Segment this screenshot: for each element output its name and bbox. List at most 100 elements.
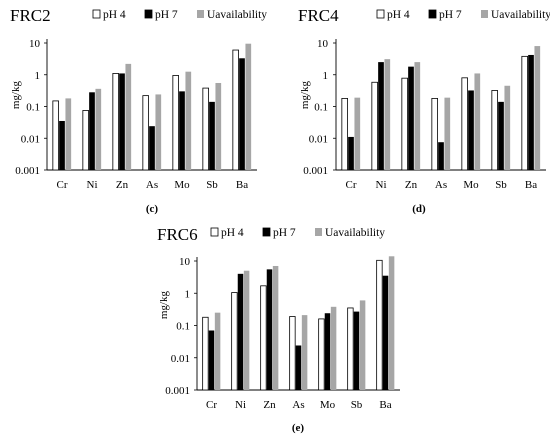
bar-ni-1 — [237, 273, 244, 390]
legend-swatch-0 — [376, 9, 385, 19]
bar-cr-0 — [202, 316, 209, 391]
chart-panel-c: FRC2 pH 4 pH 7 Uavailability mg/kg 0.001 0.01 0… — [10, 6, 267, 215]
y-tick-label: 10 — [29, 38, 41, 50]
bar-ba-1 — [239, 58, 245, 170]
bar-mo-0 — [461, 77, 468, 171]
bar-zn-0 — [112, 73, 119, 171]
panel-caption: (d) — [412, 203, 426, 215]
x-tick-label: Ni — [235, 399, 246, 411]
panel-caption: (c) — [146, 203, 159, 215]
bar-zn-1 — [408, 66, 414, 170]
legend-label: pH 7 — [273, 227, 296, 239]
x-tick-label: Mo — [174, 179, 190, 191]
x-tick-label: Zn — [405, 179, 418, 191]
bar-cr-1 — [208, 330, 215, 390]
bar-ni-2 — [384, 59, 391, 171]
chart-title: FRC6 — [157, 225, 198, 244]
panel-caption: (e) — [292, 422, 305, 434]
legend: pH 4 pH 7 Uavailability — [210, 227, 385, 239]
bar-ba-0 — [376, 259, 383, 391]
bar-ba-2 — [245, 43, 252, 170]
x-tick-label: Sb — [206, 179, 218, 191]
legend-label: pH 4 — [103, 9, 126, 21]
y-tick-label: 0.01 — [171, 353, 190, 365]
legend-label: pH 7 — [155, 9, 178, 21]
bar-mo-2 — [474, 73, 481, 170]
bar-ba-2 — [388, 256, 395, 390]
bar-ni-2 — [95, 88, 102, 170]
x-tick-label: Sb — [495, 179, 507, 191]
x-tick-label: As — [292, 399, 304, 411]
x-tick-label: Cr — [346, 179, 357, 191]
y-tick-label: 10 — [317, 38, 329, 50]
bar-sb-0 — [491, 90, 498, 171]
bar-sb-1 — [498, 101, 504, 170]
legend-label: Uavailability — [325, 227, 385, 239]
bar-sb-2 — [359, 300, 366, 390]
bar-zn-0 — [401, 77, 408, 171]
x-tick-label: Mo — [463, 179, 479, 191]
legend-swatch-1 — [144, 9, 153, 19]
bar-cr-2 — [65, 98, 72, 170]
y-tick-label: 0.1 — [26, 102, 40, 114]
y-tick-label: 0.1 — [176, 321, 190, 333]
y-tick-label: 0.1 — [314, 102, 328, 114]
x-tick-label: Zn — [116, 179, 129, 191]
bar-ba-0 — [521, 55, 528, 171]
legend-label: pH 4 — [221, 227, 244, 239]
bar-cr-0 — [52, 100, 59, 171]
bar-zn-1 — [266, 269, 273, 390]
chart-title: FRC2 — [10, 6, 51, 25]
bar-as-0 — [289, 316, 296, 391]
y-tick-label: 0.01 — [21, 133, 40, 145]
x-tick-label: Ba — [236, 179, 248, 191]
bar-sb-2 — [504, 85, 511, 170]
legend-swatch-2 — [481, 10, 488, 18]
x-tick-label: Cr — [57, 179, 68, 191]
y-axis-label: mg/kg — [299, 80, 311, 109]
bar-zn-2 — [414, 62, 421, 171]
bar-cr-0 — [341, 97, 348, 171]
chart-panel-d: FRC4 pH 4 pH 7 Uavailability mg/kg 0.001 0.01 0… — [298, 6, 550, 215]
bar-mo-0 — [172, 75, 179, 171]
y-axis-label: mg/kg — [10, 80, 22, 109]
bar-mo-1 — [179, 91, 185, 170]
bar-as-1 — [295, 345, 302, 390]
y-tick-label: 0.001 — [165, 385, 190, 397]
chart-title: FRC4 — [298, 6, 339, 25]
legend-swatch-1 — [428, 9, 437, 19]
bar-zn-2 — [125, 63, 132, 170]
bar-ba-1 — [528, 54, 534, 170]
legend-swatch-1 — [262, 227, 271, 237]
y-tick-label: 0.001 — [303, 165, 328, 177]
bar-as-0 — [431, 97, 438, 171]
bar-ba-1 — [382, 275, 389, 390]
bar-zn-2 — [272, 265, 279, 390]
bar-as-0 — [142, 95, 149, 171]
bar-sb-1 — [209, 101, 215, 170]
bar-mo-0 — [318, 318, 325, 391]
bar-mo-2 — [185, 71, 192, 170]
bar-sb-2 — [215, 82, 222, 170]
bar-as-1 — [438, 142, 444, 170]
y-tick-label: 1 — [185, 288, 191, 300]
bar-as-2 — [301, 315, 308, 390]
chart-panel-e: FRC6 pH 4 pH 7 Uavailability mg/kg 0.001 0.01 0… — [157, 225, 400, 434]
bar-ni-0 — [82, 110, 89, 171]
legend-swatch-0 — [210, 227, 219, 237]
y-tick-label: 1 — [35, 70, 41, 82]
bar-cr-2 — [214, 312, 221, 390]
x-tick-label: As — [435, 179, 447, 191]
bar-sb-0 — [202, 87, 209, 171]
legend-label: Uavailability — [207, 9, 267, 21]
x-tick-label: Zn — [263, 399, 276, 411]
bar-as-1 — [149, 126, 155, 170]
bar-sb-1 — [353, 311, 360, 390]
legend-swatch-0 — [92, 9, 101, 19]
bar-cr-1 — [348, 136, 354, 170]
legend-label: Uavailability — [491, 9, 550, 21]
x-tick-label: Ba — [379, 399, 391, 411]
y-tick-label: 10 — [179, 256, 191, 268]
bar-ni-1 — [89, 92, 95, 170]
